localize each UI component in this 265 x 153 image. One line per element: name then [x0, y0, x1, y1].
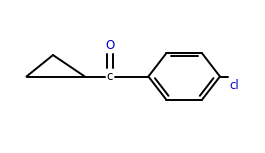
Text: O: O	[105, 39, 114, 52]
Text: cl: cl	[229, 79, 239, 92]
Text: c: c	[107, 70, 113, 83]
